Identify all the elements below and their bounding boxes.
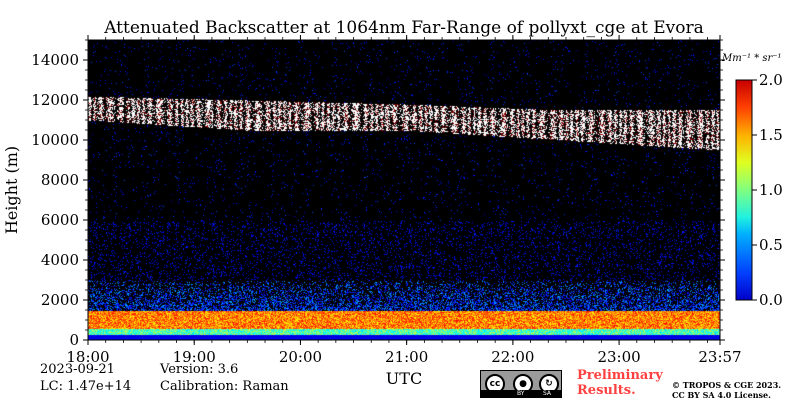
colorbar-tick-label: 0.5: [759, 236, 783, 254]
chart-title: Attenuated Backscatter at 1064nm Far-Ran…: [103, 18, 704, 38]
y-tick-label: 2000: [41, 291, 79, 309]
y-tick-label: 8000: [41, 171, 79, 189]
footer-calibration: Calibration: Raman: [160, 379, 289, 394]
colorbar-ticks: 0.0 0.5 1.0 1.5 2.0: [752, 71, 783, 309]
x-tick-label: 21:00: [385, 348, 428, 366]
footer-version: Version: 3.6: [160, 362, 239, 377]
heatmap-raster: [88, 40, 720, 340]
by-attribution-icon: ●: [513, 374, 533, 394]
y-axis: 0 2000 4000 6000 8000 10000 12000 14000: [31, 39, 725, 349]
colorbar-tick-label: 2.0: [759, 71, 783, 89]
preliminary-line-2: Results.: [577, 383, 636, 398]
x-axis: 18:00 19:00 20:00 21:00 22:00 23:00 23:57: [66, 35, 742, 366]
y-tick-label: 0: [69, 331, 79, 349]
x-tick-label: 22:00: [491, 348, 534, 366]
colorbar: [735, 79, 753, 301]
x-tick-label: 19:00: [173, 348, 216, 366]
colorbar-tick-label: 1.5: [759, 126, 783, 144]
colorbar-tick-label: 0.0: [759, 291, 783, 309]
copyright-note: © TROPOS & CGE 2023. CC BY SA 4.0 Licens…: [672, 380, 781, 400]
y-tick-label: 12000: [31, 91, 79, 109]
badge-sa-label: SA: [543, 390, 552, 397]
x-tick-label: 23:57: [698, 348, 741, 366]
x-tick-label: 20:00: [279, 348, 322, 366]
y-tick-label: 14000: [31, 51, 79, 69]
copyright-line-2: CC BY SA 4.0 License.: [672, 390, 771, 400]
preliminary-line-1: Preliminary: [577, 368, 663, 383]
y-tick-label: 6000: [41, 211, 79, 229]
preliminary-results-note: Preliminary Results.: [577, 368, 663, 398]
y-tick-label: 10000: [31, 131, 79, 149]
x-axis-label: UTC: [386, 369, 422, 388]
footer-date: 2023-09-21: [40, 362, 115, 377]
badge-by-label: BY: [517, 390, 525, 397]
y-axis-label: Height (m): [2, 146, 21, 234]
cc-license-badge: cc ● ↻ BY SA: [480, 370, 562, 398]
copyright-line-1: © TROPOS & CGE 2023.: [672, 380, 782, 390]
x-tick-label: 23:00: [597, 348, 640, 366]
colorbar-unit-label: Mm⁻¹ * sr⁻¹: [721, 53, 782, 64]
x-tick-label: 18:00: [66, 348, 109, 366]
backscatter-heatmap: [88, 40, 720, 340]
y-tick-label: 4000: [41, 251, 79, 269]
colorbar-tick-label: 1.0: [759, 181, 783, 199]
footer-lc: LC: 1.47e+14: [40, 379, 132, 394]
